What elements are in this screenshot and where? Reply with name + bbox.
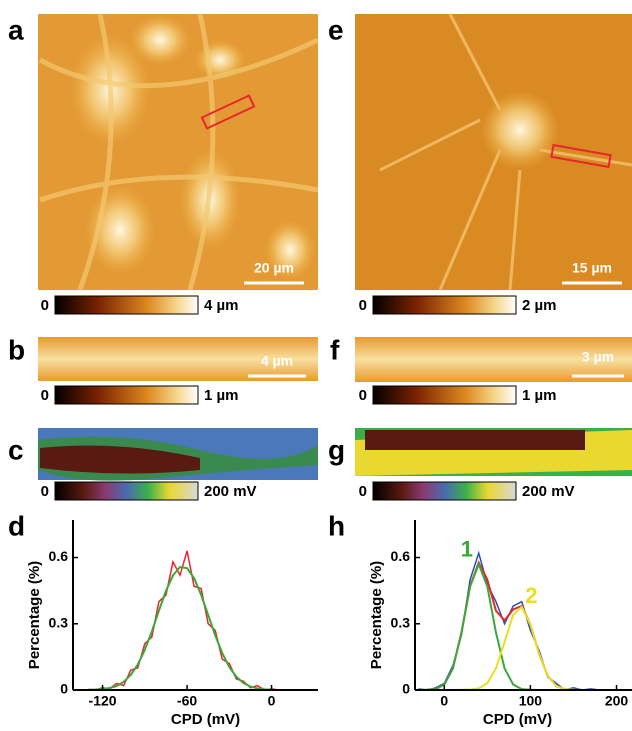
panel-label: a [8,14,24,45]
panel-label: g [328,434,345,465]
panel-label: e [328,14,344,45]
colorbar-min: 0 [359,387,367,404]
colorbar [372,295,517,315]
colorbar-min: 0 [41,483,49,500]
panel-label: f [330,334,340,365]
panel-label: h [328,510,345,541]
panel-label: d [8,510,25,541]
y-tick-label: 0.6 [391,548,411,564]
series-line [88,550,286,691]
colorbar-min: 0 [41,297,49,314]
afm-image [355,13,632,291]
x-tick-label: -120 [89,693,117,709]
scale-bar-label: 3 µm [582,349,614,365]
y-tick-label: 0.3 [49,614,69,630]
cpd-image [38,428,318,481]
y-axis-label: Percentage (%) [26,561,43,669]
panel-label: c [8,434,24,465]
colorbar [372,481,517,501]
series-line [88,565,286,691]
colorbar-max: 1 µm [204,387,239,404]
x-tick-label: 0 [440,693,448,709]
scale-bar-label: 4 µm [261,353,293,369]
y-axis-label: Percentage (%) [368,561,385,669]
series-line [418,561,617,691]
colorbar [54,481,199,501]
x-axis-label: CPD (mV) [171,711,240,728]
series-line [418,550,617,691]
colorbar [54,385,199,405]
colorbar-max: 1 µm [522,387,557,404]
panel-label: b [8,334,25,365]
colorbar-min: 0 [359,483,367,500]
x-tick-label: 200 [605,693,629,709]
x-tick-label: 0 [268,693,276,709]
y-tick-label: 0.6 [49,548,69,564]
x-tick-label: -60 [177,693,197,709]
cpd-image [355,428,632,476]
y-tick-label: 0 [402,681,410,697]
colorbar-min: 0 [41,387,49,404]
scale-bar-label: 20 µm [254,260,294,276]
colorbar-max: 200 mV [204,483,257,500]
x-axis-label: CPD (mV) [483,711,552,728]
y-tick-label: 0.3 [391,614,411,630]
x-tick-label: 100 [519,693,543,709]
colorbar-max: 4 µm [204,297,239,314]
series-line [418,560,617,691]
afm-image [38,337,318,381]
colorbar [54,295,199,315]
scale-bar-label: 15 µm [572,260,612,276]
colorbar-max: 2 µm [522,297,557,314]
annotation: 2 [525,583,537,608]
colorbar [372,385,517,405]
afm-image [38,13,320,291]
colorbar-min: 0 [359,297,367,314]
colorbar-max: 200 mV [522,483,575,500]
y-tick-label: 0 [60,681,68,697]
annotation: 1 [461,537,473,562]
